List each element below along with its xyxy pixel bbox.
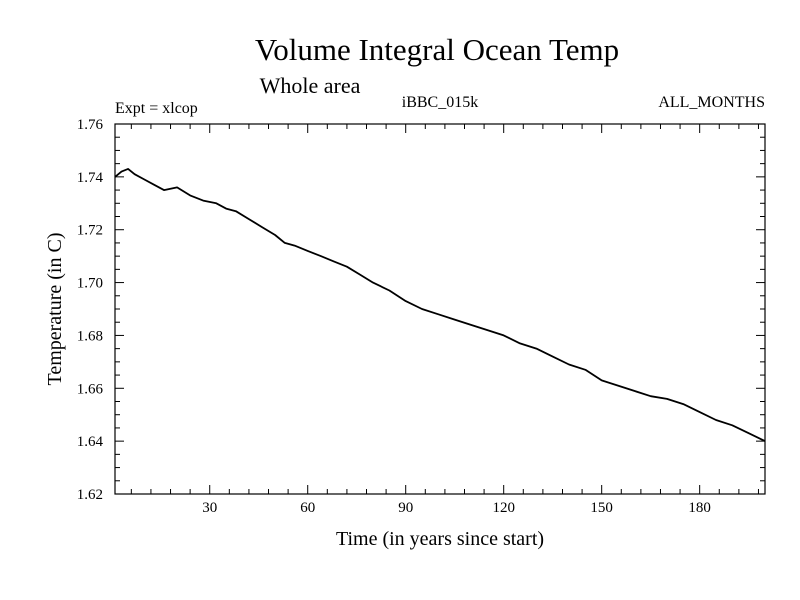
plot-frame [114, 123, 766, 495]
x-tick-label: 60 [300, 500, 315, 516]
y-tick-label: 1.68 [77, 328, 103, 344]
x-tick-label: 180 [688, 500, 711, 516]
chart-title: Volume Integral Ocean Temp [255, 32, 619, 67]
y-axis-label: Temperature (in C) [44, 233, 66, 386]
x-tick-label: 90 [398, 500, 413, 516]
y-tick-label: 1.62 [77, 487, 103, 503]
axis-ticks [115, 123, 765, 495]
y-tick-labels: 1.62 1.64 1.66 1.68 1.70 1.72 1.74 1.76 [77, 117, 104, 503]
series-line-volume-integral-temp [114, 168, 766, 442]
y-tick-label: 1.76 [77, 117, 104, 133]
y-tick-label: 1.74 [77, 170, 104, 186]
x-tick-labels: 30 60 90 120 150 180 [202, 500, 711, 516]
y-tick-label: 1.64 [77, 434, 104, 450]
experiment-label: Expt = xlcop [115, 100, 198, 117]
x-tick-label: 150 [590, 500, 613, 516]
period-label: ALL_MONTHS [658, 94, 765, 111]
x-tick-label: 120 [492, 500, 515, 516]
y-tick-label: 1.72 [77, 223, 103, 239]
x-tick-label: 30 [202, 500, 217, 516]
chart-subtitle: Whole area [260, 73, 361, 98]
y-tick-label: 1.70 [77, 276, 103, 292]
x-axis-label: Time (in years since start) [336, 528, 544, 550]
y-tick-label: 1.66 [77, 381, 104, 397]
run-label: iBBC_015k [402, 94, 478, 111]
